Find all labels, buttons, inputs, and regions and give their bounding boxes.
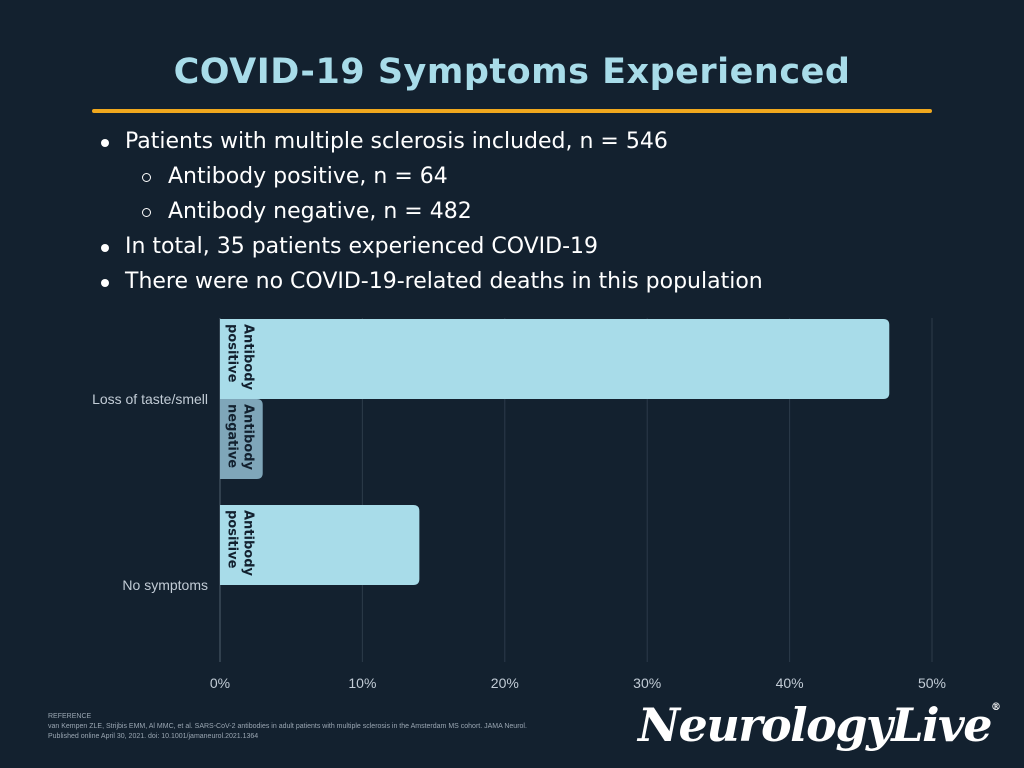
bar (220, 319, 890, 399)
bullet-item: In total, 35 patients experienced COVID-… (95, 231, 763, 266)
x-tick-label: 30% (633, 675, 661, 691)
bullet-list: Patients with multiple sclerosis include… (95, 126, 763, 301)
registered-mark: ® (991, 702, 1002, 713)
bullet-item: There were no COVID-19-related deaths in… (95, 266, 763, 301)
category-label: Loss of taste/smell (92, 391, 208, 407)
x-tick-label: 0% (210, 675, 230, 691)
bar-series-label: Antibody (241, 510, 256, 577)
bullet-item: Patients with multiple sclerosis include… (95, 126, 763, 161)
bar (220, 399, 263, 479)
brand-logo: NeurologyLive® (638, 698, 1001, 752)
bar-series-label: positive (225, 510, 240, 569)
x-tick-label: 50% (918, 675, 946, 691)
bar-series-label: Antibody (241, 324, 256, 391)
brand-name: NeurologyLive (638, 698, 993, 752)
bar-chart: 0% 10% 20% 30% 40% 50% Loss of taste/smell Anti… (92, 318, 946, 691)
x-tick-label: 40% (776, 675, 804, 691)
bar-series-label: negative (225, 404, 240, 468)
reference-heading: REFERENCE (48, 713, 92, 720)
bar-series-label: Antibody (241, 404, 256, 471)
bar-series-label: positive (225, 324, 240, 383)
sub-bullet-item: Antibody positive, n = 64 (95, 161, 763, 196)
reference-line: Published online April 30, 2021. doi: 10… (48, 733, 259, 740)
reference-line: van Kempen ZLE, Strijbis EMM, Al MMC, et… (48, 723, 527, 730)
x-tick-label: 10% (348, 675, 376, 691)
slide-title: COVID-19 Symptoms Experienced (173, 52, 851, 92)
x-tick-label: 20% (491, 675, 519, 691)
sub-bullet-item: Antibody negative, n = 482 (95, 196, 763, 231)
title-divider (92, 109, 932, 113)
bar (220, 505, 420, 585)
reference-block: REFERENCE van Kempen ZLE, Strijbis EMM, … (48, 712, 527, 742)
category-label: No symptoms (122, 577, 208, 593)
